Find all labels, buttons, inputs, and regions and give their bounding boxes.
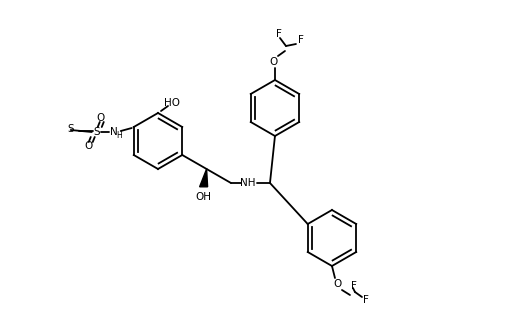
Text: F: F: [298, 35, 304, 45]
Text: O: O: [96, 113, 105, 123]
Text: NH: NH: [240, 178, 255, 188]
Text: F: F: [351, 281, 357, 291]
Text: N: N: [110, 127, 118, 137]
Text: S: S: [67, 124, 74, 134]
Text: O: O: [85, 141, 93, 151]
Text: S: S: [93, 127, 100, 137]
Text: HO: HO: [164, 98, 180, 108]
Text: OH: OH: [196, 192, 211, 202]
Text: H: H: [116, 132, 121, 141]
Text: F: F: [363, 295, 369, 305]
Text: O: O: [334, 279, 342, 289]
Polygon shape: [200, 169, 208, 187]
Text: F: F: [276, 29, 282, 39]
Text: O: O: [270, 57, 278, 67]
